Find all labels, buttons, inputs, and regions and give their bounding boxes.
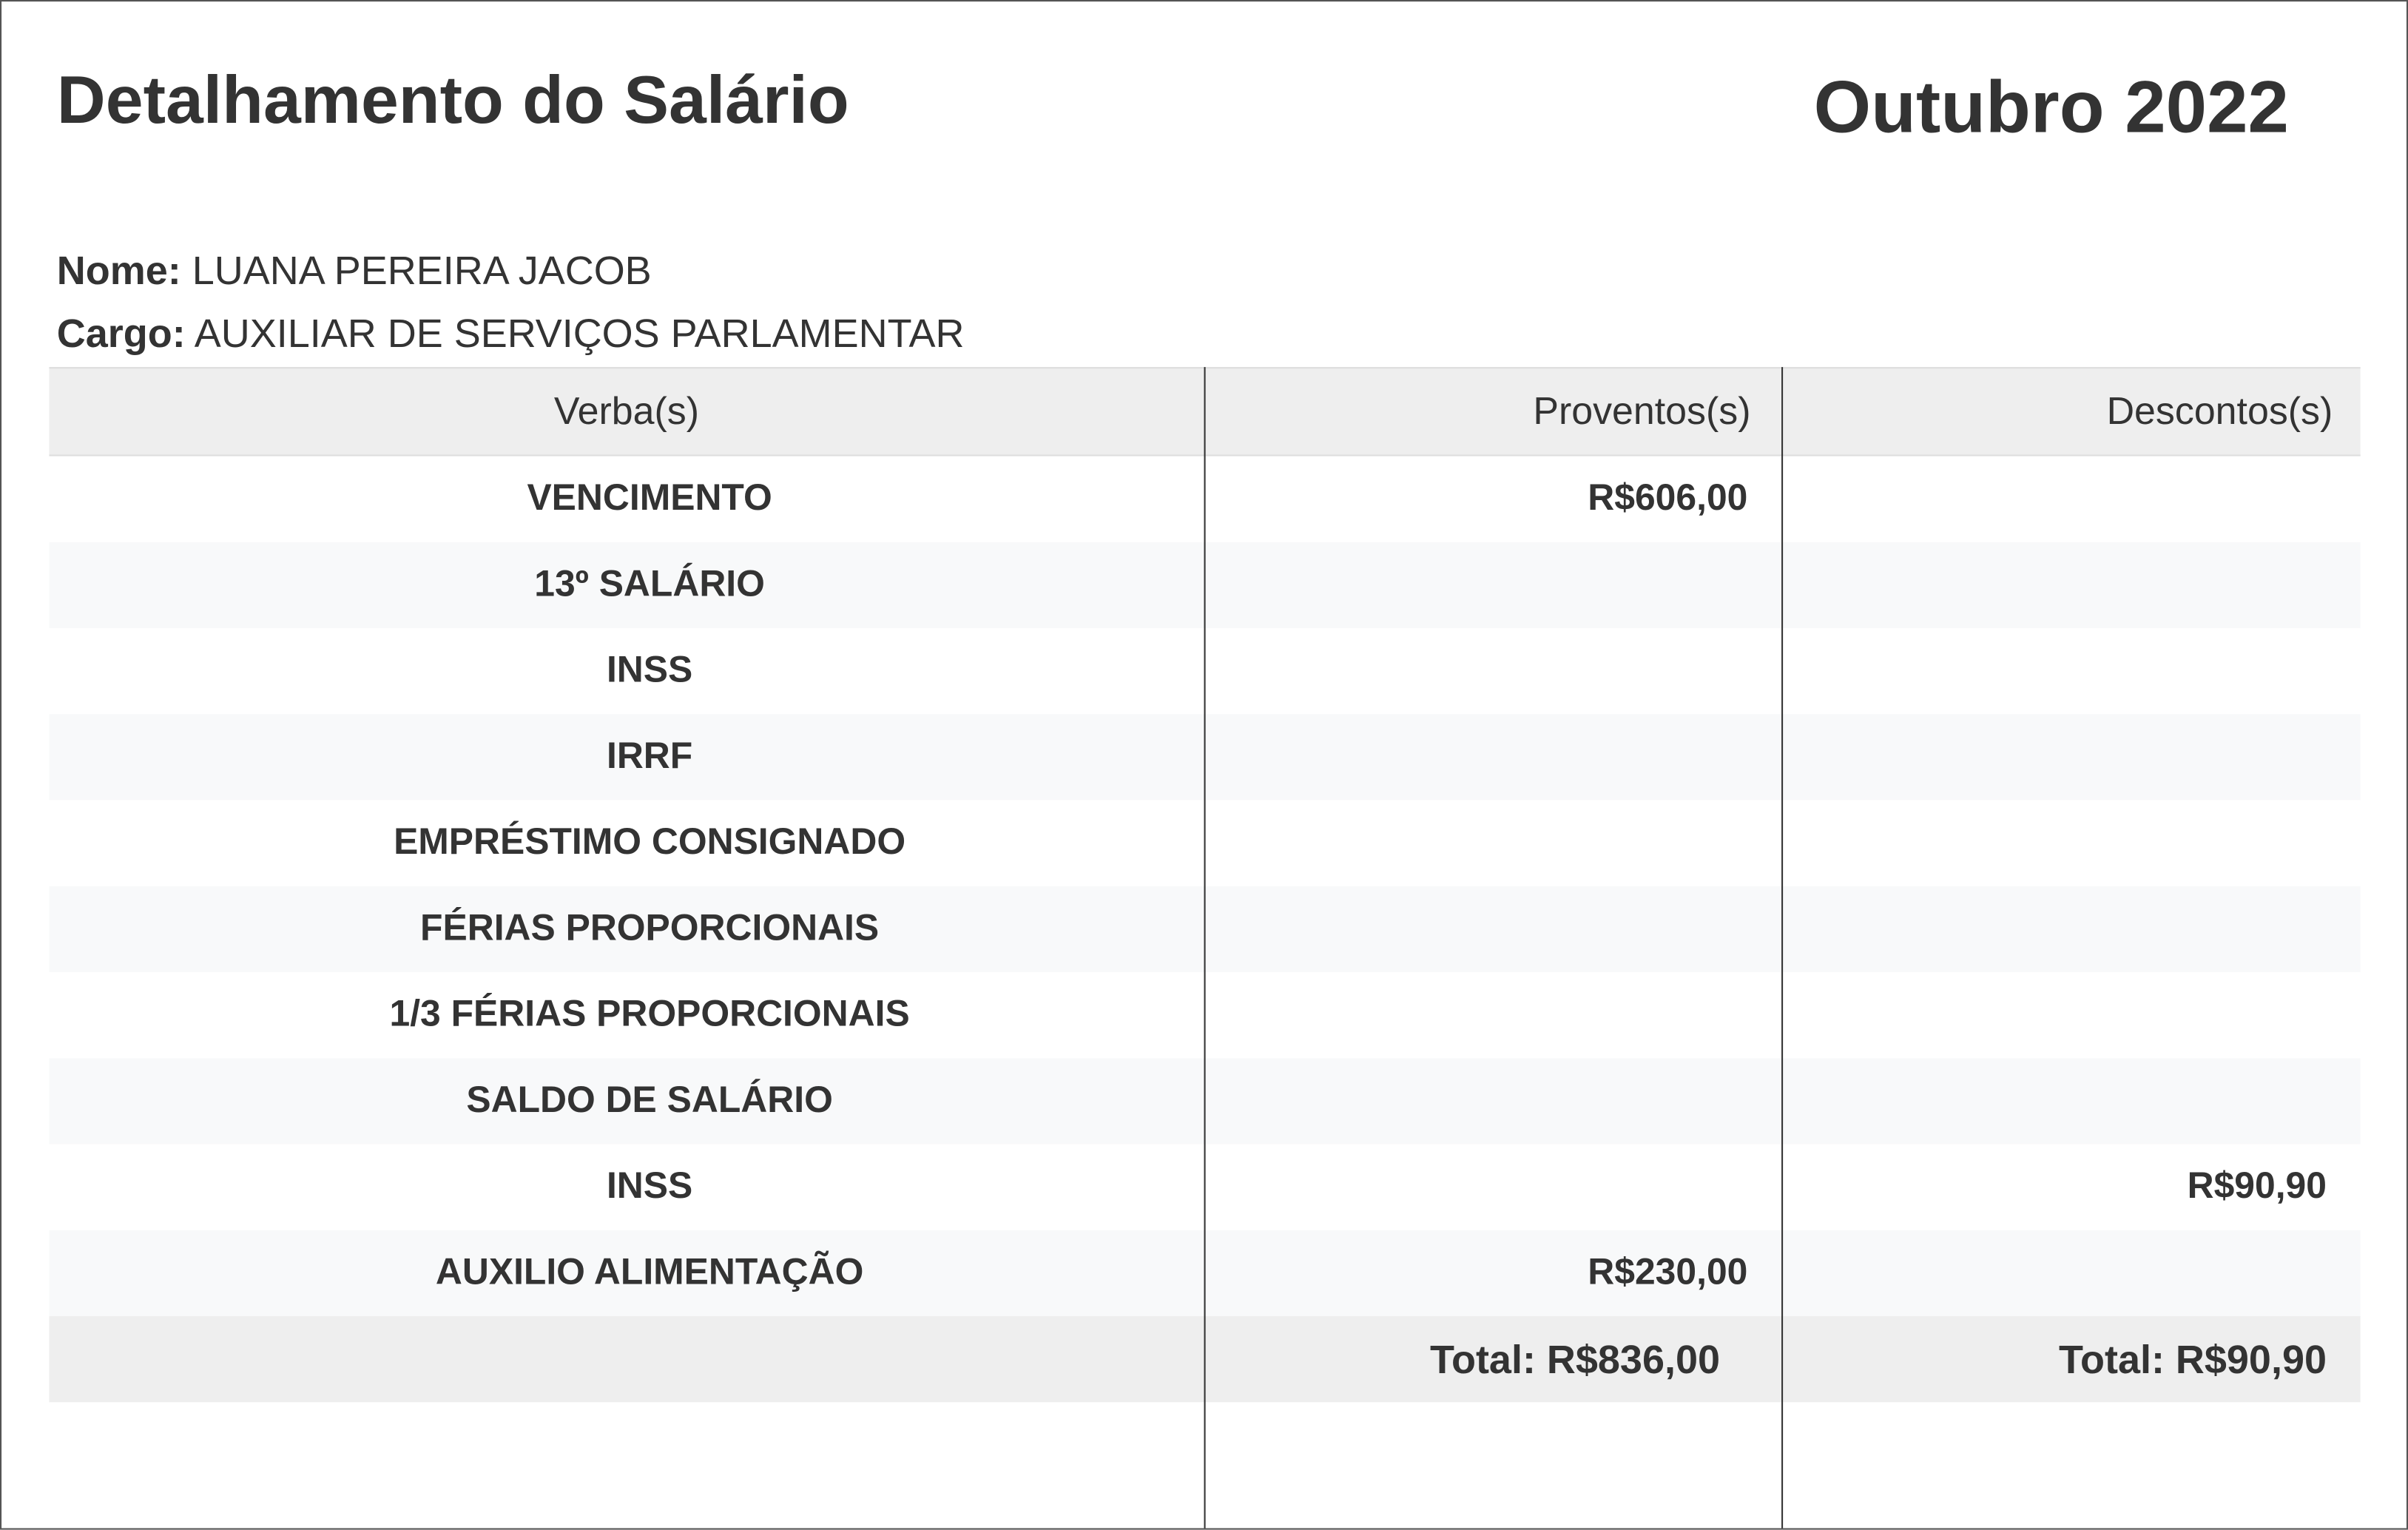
- descontos-cell: [1781, 972, 2361, 1058]
- descontos-cell: [1781, 801, 2361, 886]
- verba-cell: 13º SALÁRIO: [534, 563, 765, 605]
- proventos-cell: [1204, 886, 1782, 972]
- column-header-verba: Verba(s): [553, 389, 700, 433]
- employee-role: Cargo: AUXILIAR DE SERVIÇOS PARLAMENTAR: [57, 310, 965, 357]
- name-value: LUANA PEREIRA JACOB: [192, 247, 652, 294]
- proventos-cell: R$230,00: [1588, 1251, 1748, 1293]
- column-divider: [1781, 367, 1784, 1529]
- proventos-cell: R$606,00: [1588, 477, 1748, 519]
- table-row: 1/3 FÉRIAS PROPORCIONAIS: [49, 972, 2360, 1058]
- table-row: INSS R$90,90: [49, 1145, 2360, 1230]
- total-descontos: Total: R$90,90: [2059, 1335, 2327, 1382]
- table-row: EMPRÉSTIMO CONSIGNADO: [49, 801, 2360, 886]
- period-title: Outubro 2022: [1813, 67, 2289, 149]
- descontos-cell: [1781, 542, 2361, 628]
- verba-cell: 1/3 FÉRIAS PROPORCIONAIS: [389, 994, 910, 1036]
- verba-cell: FÉRIAS PROPORCIONAIS: [420, 907, 880, 949]
- proventos-cell: [1204, 972, 1782, 1058]
- verba-cell: INSS: [606, 1165, 693, 1207]
- descontos-cell: R$90,90: [2187, 1165, 2327, 1207]
- proventos-cell: [1204, 1145, 1782, 1230]
- proventos-cell: [1204, 542, 1782, 628]
- role-value: AUXILIAR DE SERVIÇOS PARLAMENTAR: [194, 310, 965, 357]
- proventos-cell: [1204, 628, 1782, 714]
- column-header-proventos: Proventos(s): [1533, 389, 1751, 433]
- column-divider: [1204, 367, 1206, 1529]
- verba-cell: VENCIMENTO: [527, 477, 772, 519]
- descontos-cell: [1781, 1058, 2361, 1144]
- descontos-cell: [1781, 714, 2361, 800]
- name-label: Nome:: [56, 247, 181, 294]
- verba-cell: INSS: [606, 650, 693, 692]
- total-proventos: Total: R$836,00: [1430, 1335, 1721, 1382]
- verba-cell: SALDO DE SALÁRIO: [466, 1079, 833, 1122]
- descontos-cell: [1781, 628, 2361, 714]
- proventos-cell: [1204, 1058, 1782, 1144]
- table-row: VENCIMENTO R$606,00: [49, 456, 2360, 542]
- verba-cell: IRRF: [606, 735, 693, 778]
- descontos-cell: [1781, 886, 2361, 972]
- table-row: INSS: [49, 628, 2360, 714]
- proventos-cell: [1204, 801, 1782, 886]
- verba-cell: AUXILIO ALIMENTAÇÃO: [435, 1251, 864, 1293]
- proventos-cell: [1204, 714, 1782, 800]
- role-label: Cargo:: [56, 310, 186, 357]
- column-header-descontos: Descontos(s): [2106, 389, 2333, 433]
- page-title: Detalhamento do Salário: [56, 63, 849, 138]
- employee-name: Nome: LUANA PEREIRA JACOB: [57, 247, 652, 294]
- verba-cell: EMPRÉSTIMO CONSIGNADO: [394, 821, 906, 863]
- descontos-cell: [1781, 1230, 2361, 1316]
- total-empty-cell: [49, 1316, 1204, 1402]
- descontos-cell: [1781, 456, 2361, 542]
